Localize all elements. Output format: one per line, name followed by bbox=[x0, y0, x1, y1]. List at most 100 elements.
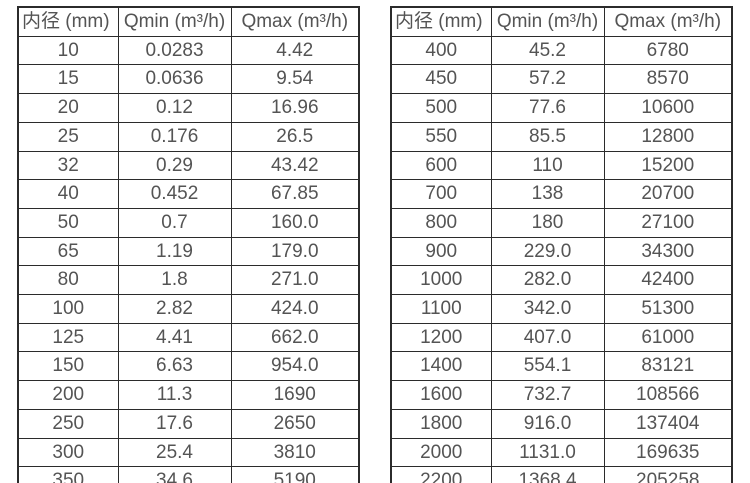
qmin-cell: 0.0636 bbox=[117, 64, 232, 95]
qmin-cell: 1368.4 bbox=[490, 466, 605, 483]
diameter-cell: 100 bbox=[17, 294, 119, 324]
qmax-cell: 51300 bbox=[603, 294, 733, 324]
qmax-cell: 2650 bbox=[230, 408, 360, 439]
qmax-cell: 34300 bbox=[603, 236, 733, 267]
qmin-cell: 407.0 bbox=[490, 322, 605, 353]
table-row: 20 0.12 16.96 bbox=[17, 93, 360, 123]
diameter-cell: 900 bbox=[390, 236, 492, 267]
qmin-cell: 229.0 bbox=[490, 236, 605, 267]
qmax-cell: 3810 bbox=[230, 437, 360, 468]
diameter-cell: 2200 bbox=[390, 466, 492, 483]
qmin-cell: 11.3 bbox=[117, 380, 232, 410]
diameter-cell: 500 bbox=[390, 93, 492, 123]
qmin-cell: 57.2 bbox=[490, 64, 605, 95]
qmax-cell: 137404 bbox=[603, 408, 733, 439]
qmin-cell: 110 bbox=[490, 150, 605, 181]
table-row: 600 110 15200 bbox=[390, 150, 733, 181]
table-row: 80 1.8 271.0 bbox=[17, 265, 360, 296]
diameter-cell: 1800 bbox=[390, 408, 492, 439]
qmin-cell: 916.0 bbox=[490, 408, 605, 439]
diameter-cell: 800 bbox=[390, 207, 492, 238]
qmax-cell: 6780 bbox=[603, 35, 733, 66]
diameter-cell: 350 bbox=[17, 466, 119, 483]
qmax-cell: 9.54 bbox=[230, 64, 360, 95]
diameter-cell: 2000 bbox=[390, 437, 492, 468]
table-row: 350 34.6 5190 bbox=[17, 466, 360, 483]
qmax-cell: 16.96 bbox=[230, 93, 360, 123]
diameter-cell: 20 bbox=[17, 93, 119, 123]
qmax-cell: 12800 bbox=[603, 121, 733, 152]
column-header: 内径 (mm) bbox=[17, 6, 119, 37]
diameter-cell: 50 bbox=[17, 207, 119, 238]
diameter-cell: 300 bbox=[17, 437, 119, 468]
qmin-cell: 0.0283 bbox=[117, 35, 232, 66]
qmax-cell: 662.0 bbox=[230, 322, 360, 353]
diameter-cell: 80 bbox=[17, 265, 119, 296]
qmax-cell: 4.42 bbox=[230, 35, 360, 66]
table-row: 50 0.7 160.0 bbox=[17, 207, 360, 238]
qmin-cell: 0.29 bbox=[117, 150, 232, 181]
diameter-cell: 1000 bbox=[390, 265, 492, 296]
qmax-cell: 169635 bbox=[603, 437, 733, 468]
qmax-cell: 954.0 bbox=[230, 351, 360, 382]
qmin-cell: 0.7 bbox=[117, 207, 232, 238]
spec-table-large-diameters: 内径 (mm) Qmin (m³/h) Qmax (m³/h) 400 45.2 6780… bbox=[390, 6, 733, 483]
table-row: 500 77.6 10600 bbox=[390, 93, 733, 123]
qmax-cell: 179.0 bbox=[230, 236, 360, 267]
table-row: 125 4.41 662.0 bbox=[17, 322, 360, 353]
qmin-cell: 2.82 bbox=[117, 294, 232, 324]
qmax-cell: 26.5 bbox=[230, 121, 360, 152]
qmax-cell: 42400 bbox=[603, 265, 733, 296]
qmax-cell: 271.0 bbox=[230, 265, 360, 296]
column-header: Qmax (m³/h) bbox=[603, 6, 733, 37]
table-row: 10 0.0283 4.42 bbox=[17, 35, 360, 66]
table-row: 400 45.2 6780 bbox=[390, 35, 733, 66]
diameter-cell: 200 bbox=[17, 380, 119, 410]
qmin-cell: 0.176 bbox=[117, 121, 232, 152]
table-row: 900 229.0 34300 bbox=[390, 236, 733, 267]
qmax-cell: 15200 bbox=[603, 150, 733, 181]
table-row: 100 2.82 424.0 bbox=[17, 294, 360, 324]
column-header: 内径 (mm) bbox=[390, 6, 492, 37]
table-row: 150 6.63 954.0 bbox=[17, 351, 360, 382]
table-row: 550 85.5 12800 bbox=[390, 121, 733, 152]
column-header: Qmax (m³/h) bbox=[230, 6, 360, 37]
diameter-cell: 1400 bbox=[390, 351, 492, 382]
table-row: 450 57.2 8570 bbox=[390, 64, 733, 95]
table-row: 25 0.176 26.5 bbox=[17, 121, 360, 152]
table-row: 200 11.3 1690 bbox=[17, 380, 360, 410]
column-header: Qmin (m³/h) bbox=[490, 6, 605, 37]
table-row: 300 25.4 3810 bbox=[17, 437, 360, 468]
diameter-cell: 40 bbox=[17, 179, 119, 209]
qmax-cell: 10600 bbox=[603, 93, 733, 123]
diameter-cell: 400 bbox=[390, 35, 492, 66]
qmin-cell: 6.63 bbox=[117, 351, 232, 382]
table-row: 1000 282.0 42400 bbox=[390, 265, 733, 296]
table-row: 1800 916.0 137404 bbox=[390, 408, 733, 439]
diameter-cell: 450 bbox=[390, 64, 492, 95]
qmax-cell: 61000 bbox=[603, 322, 733, 353]
qmin-cell: 25.4 bbox=[117, 437, 232, 468]
qmax-cell: 424.0 bbox=[230, 294, 360, 324]
diameter-cell: 1100 bbox=[390, 294, 492, 324]
qmax-cell: 83121 bbox=[603, 351, 733, 382]
table-row: 1600 732.7 108566 bbox=[390, 380, 733, 410]
table-row: 32 0.29 43.42 bbox=[17, 150, 360, 181]
diameter-cell: 700 bbox=[390, 179, 492, 209]
qmin-cell: 1.8 bbox=[117, 265, 232, 296]
table-row: 40 0.452 67.85 bbox=[17, 179, 360, 209]
header-row: 内径 (mm) Qmin (m³/h) Qmax (m³/h) bbox=[390, 6, 733, 37]
header-row: 内径 (mm) Qmin (m³/h) Qmax (m³/h) bbox=[17, 6, 360, 37]
qmax-cell: 27100 bbox=[603, 207, 733, 238]
diameter-cell: 15 bbox=[17, 64, 119, 95]
diameter-cell: 250 bbox=[17, 408, 119, 439]
qmax-cell: 108566 bbox=[603, 380, 733, 410]
table-row: 1100 342.0 51300 bbox=[390, 294, 733, 324]
diameter-cell: 25 bbox=[17, 121, 119, 152]
table-row: 1400 554.1 83121 bbox=[390, 351, 733, 382]
diameter-cell: 1200 bbox=[390, 322, 492, 353]
column-header: Qmin (m³/h) bbox=[117, 6, 232, 37]
qmin-cell: 1.19 bbox=[117, 236, 232, 267]
diameter-cell: 125 bbox=[17, 322, 119, 353]
